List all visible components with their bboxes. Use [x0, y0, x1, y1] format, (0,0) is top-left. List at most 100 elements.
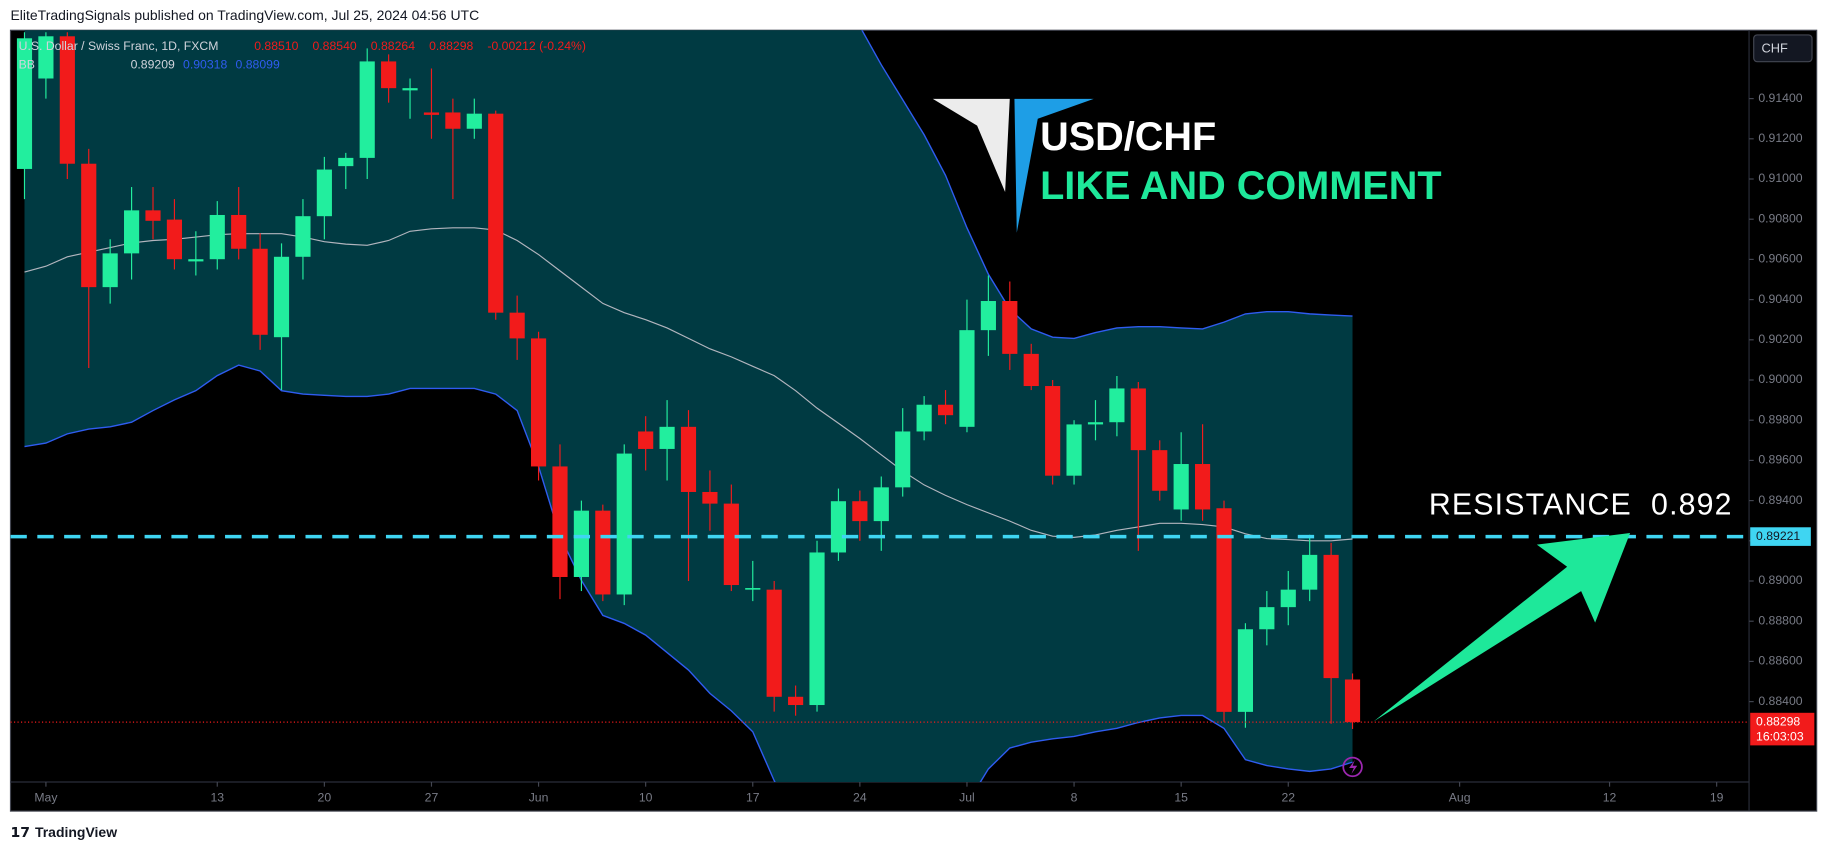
- candle-body: [81, 163, 97, 288]
- candle-body: [659, 426, 675, 449]
- y-tick-label: 0.90800: [1758, 211, 1802, 225]
- candle-body: [809, 552, 825, 706]
- candle-body: [616, 453, 632, 595]
- last-price-box: [1750, 712, 1815, 746]
- candle-body: [873, 487, 889, 522]
- y-tick-label: 0.91200: [1758, 131, 1802, 145]
- y-tick-label: 0.88600: [1758, 654, 1802, 668]
- y-tick-label: 0.89600: [1758, 453, 1802, 467]
- event-bolt: [1349, 759, 1358, 774]
- candle-body: [680, 426, 697, 492]
- candle-body: [980, 301, 996, 331]
- y-tick-label: 0.91400: [1758, 91, 1802, 105]
- candle-body: [1237, 629, 1254, 712]
- candle-body: [1109, 388, 1125, 423]
- legend-symbol: U.S. Dollar / Swiss Franc, 1D, FXCM: [19, 39, 219, 53]
- candle-body: [638, 431, 654, 449]
- candle-body: [1087, 422, 1104, 425]
- arrow: [1373, 532, 1631, 722]
- candle-body: [916, 404, 932, 432]
- candle-body: [1344, 679, 1361, 723]
- logo-white: [932, 98, 1010, 193]
- band-area: [24, 30, 1353, 783]
- candle-body: [1216, 508, 1232, 712]
- legend-change: -0.00212 (-0.24%): [487, 39, 586, 53]
- candle-body: [595, 510, 611, 595]
- candle-body: [1195, 464, 1211, 510]
- x-tick-label: 17: [746, 791, 760, 805]
- candle-body: [1280, 589, 1296, 608]
- x-tick-label: 19: [1710, 791, 1724, 805]
- legend-indicator: BB: [19, 57, 35, 71]
- logo-subtitle: LIKE AND COMMENT: [1040, 164, 1441, 208]
- y-tick-label: 0.88800: [1758, 613, 1802, 627]
- currency-button[interactable]: [1753, 34, 1813, 63]
- candle-body: [38, 36, 54, 79]
- x-tick-label: 15: [1174, 791, 1188, 805]
- event-icon: [1342, 756, 1363, 778]
- candle-body: [852, 501, 868, 522]
- candle-body: [573, 510, 589, 577]
- y-tick-label: 0.88400: [1758, 694, 1802, 708]
- band-upper: [861, 30, 1353, 340]
- candle-body: [16, 38, 33, 169]
- x-tick-label: 12: [1603, 791, 1617, 805]
- candle-body: [766, 589, 782, 697]
- candle-body: [295, 216, 311, 257]
- candle-body: [959, 330, 975, 427]
- candle-body: [124, 210, 140, 254]
- candle-body: [488, 113, 504, 313]
- y-tick-label: 0.90000: [1758, 372, 1802, 386]
- candle-body: [1259, 607, 1275, 630]
- candle-body: [1302, 554, 1318, 590]
- candle-body: [316, 169, 332, 217]
- currency-label[interactable]: CHF: [1762, 40, 1789, 55]
- logo-blue: [1014, 98, 1094, 233]
- candle-body: [59, 36, 75, 164]
- legend-ohlc: 0.88298: [429, 39, 473, 53]
- candle-body: [530, 338, 547, 467]
- legend-upper: 0.90318: [183, 57, 227, 71]
- footer-logo-mark: 𝟭𝟳: [10, 824, 29, 840]
- x-tick-label: 22: [1281, 791, 1295, 805]
- candle-body: [552, 466, 568, 577]
- x-tick-label: 8: [1071, 791, 1078, 805]
- legend-ohlc: 0.88264: [371, 39, 415, 53]
- candle-body: [1045, 386, 1061, 476]
- header: EliteTradingSignals published on Trading…: [10, 7, 479, 23]
- candle-body: [252, 248, 268, 335]
- candle-body: [1066, 424, 1082, 476]
- y-tick-label: 0.89800: [1758, 412, 1802, 426]
- y-tick-label: 0.89000: [1758, 573, 1802, 587]
- candle-body: [273, 256, 290, 338]
- candle-body: [359, 61, 375, 158]
- x-tick-label: Aug: [1449, 791, 1471, 805]
- candle-body: [1152, 450, 1168, 491]
- candle-body: [402, 88, 418, 91]
- logo-title: USD/CHF: [1040, 115, 1216, 159]
- resistance-box: [1750, 527, 1811, 546]
- candle-body: [145, 210, 161, 221]
- plot: [10, 30, 1750, 783]
- candle-body: [188, 259, 204, 262]
- countdown-label: 16:03:03: [1756, 729, 1804, 743]
- candle-body: [1173, 464, 1189, 510]
- candle-body: [830, 501, 847, 553]
- y-tick-label: 0.89400: [1758, 493, 1802, 507]
- candle-body: [445, 112, 461, 129]
- candle-body: [1023, 353, 1039, 387]
- candle-body: [423, 112, 440, 115]
- candle-body: [166, 219, 183, 260]
- x-tick-label: 20: [318, 791, 332, 805]
- resistance-price: 0.89221: [1756, 529, 1800, 543]
- candle-body: [895, 431, 911, 488]
- x-tick-label: 27: [425, 791, 439, 805]
- x-tick-label: Jun: [529, 791, 549, 805]
- candle-body: [788, 696, 804, 706]
- candle-body: [231, 214, 247, 249]
- candle-body: [102, 253, 118, 288]
- x-tick-label: Jul: [959, 791, 975, 805]
- band-lower: [24, 364, 1353, 783]
